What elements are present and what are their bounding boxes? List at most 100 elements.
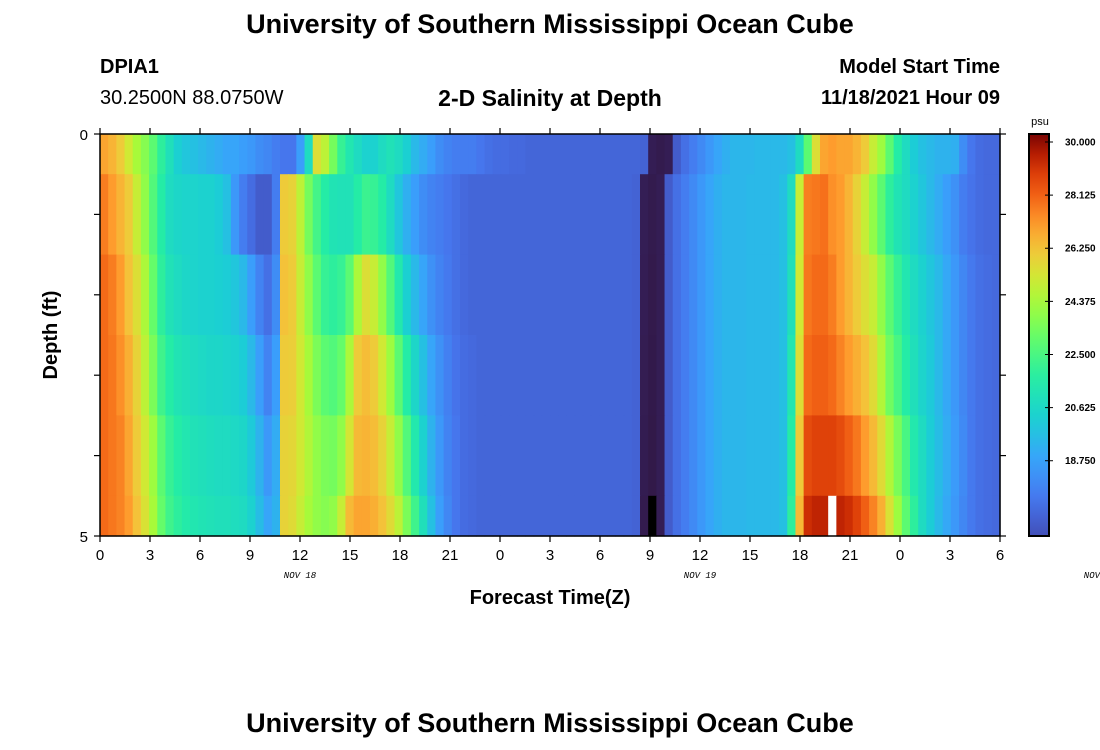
heatmap-cell xyxy=(754,335,764,416)
heatmap-cell xyxy=(779,495,788,537)
heatmap-cell xyxy=(476,495,486,537)
x-tick-label: 12 xyxy=(692,547,709,564)
heatmap-cell xyxy=(950,134,960,175)
heatmap-cell xyxy=(820,495,829,537)
heatmap-cell xyxy=(247,335,257,416)
heatmap-cell xyxy=(263,495,273,537)
heatmap-cell xyxy=(942,495,952,537)
heatmap-cell xyxy=(255,174,265,256)
heatmap-cell xyxy=(550,254,559,336)
heatmap-cell xyxy=(484,495,494,537)
heatmap-cell xyxy=(779,134,788,175)
heatmap-cell xyxy=(329,174,338,256)
heatmap-cell xyxy=(247,134,257,175)
heatmap-cell xyxy=(672,254,682,336)
heatmap-cell xyxy=(378,254,387,336)
heatmap-cell xyxy=(181,335,191,416)
heatmap-cell xyxy=(509,254,518,336)
heatmap-cell xyxy=(738,335,747,416)
heatmap-cell xyxy=(680,495,690,537)
heatmap-cell xyxy=(607,495,617,537)
heatmap-cell xyxy=(239,415,248,497)
heatmap-cell xyxy=(320,254,330,336)
heatmap-cell xyxy=(934,254,944,336)
heatmap-cell xyxy=(795,254,805,336)
heatmap-cell xyxy=(149,254,158,336)
heatmap-cell xyxy=(550,335,559,416)
heatmap-cell xyxy=(214,495,224,537)
heatmap-cell xyxy=(648,495,657,537)
heatmap-cell xyxy=(410,415,420,497)
heatmap-cell xyxy=(345,495,355,537)
heatmap-cell xyxy=(705,335,715,416)
heatmap-cell xyxy=(443,174,453,256)
heatmap-cell xyxy=(427,254,437,336)
heatmap-cell xyxy=(345,335,355,416)
heatmap-cell xyxy=(370,254,379,336)
heatmap-cell xyxy=(574,495,584,537)
heatmap-cell xyxy=(263,335,273,416)
footer-title: University of Southern Mississippi Ocean… xyxy=(246,708,854,738)
heatmap-cell xyxy=(239,335,248,416)
heatmap-cell xyxy=(926,134,936,175)
heatmap-cell xyxy=(198,174,207,256)
heatmap-cell xyxy=(590,134,600,175)
heatmap-cell xyxy=(492,174,502,256)
heatmap-cell xyxy=(353,415,363,497)
heatmap-cell xyxy=(713,495,723,537)
heatmap-cell xyxy=(893,254,903,336)
heatmap-cell xyxy=(828,335,837,416)
heatmap-cell xyxy=(271,495,281,537)
heatmap-cell xyxy=(959,174,968,256)
heatmap-cell xyxy=(517,174,527,256)
heatmap-cell xyxy=(427,495,437,537)
heatmap-cell xyxy=(214,174,224,256)
heatmap-cell xyxy=(312,254,322,336)
x-tick-label: 15 xyxy=(742,547,759,564)
heatmap-cell xyxy=(288,254,297,336)
heatmap-cell xyxy=(181,254,191,336)
heatmap-cell xyxy=(656,254,666,336)
heatmap-cell xyxy=(271,254,281,336)
heatmap-cell xyxy=(402,174,412,256)
y-tick-label: 5 xyxy=(80,529,88,546)
heatmap-cell xyxy=(787,254,797,336)
heatmap-cell xyxy=(910,254,919,336)
x-tick-label: 0 xyxy=(896,547,904,564)
model-start-value: 11/18/2021 Hour 09 xyxy=(820,87,1000,109)
heatmap-cell xyxy=(828,495,837,537)
heatmap-cell xyxy=(181,415,191,497)
heatmap-cell xyxy=(893,335,903,416)
heatmap-cell xyxy=(869,335,878,416)
heatmap-cell xyxy=(566,415,576,497)
heatmap-cell xyxy=(836,134,846,175)
heatmap-cell xyxy=(566,335,576,416)
heatmap-cell xyxy=(631,335,641,416)
heatmap-cell xyxy=(959,495,968,537)
heatmap-cell xyxy=(566,134,576,175)
heatmap-cell xyxy=(206,415,216,497)
heatmap-cell xyxy=(901,415,911,497)
heatmap-cell xyxy=(255,415,265,497)
heatmap-cell xyxy=(165,415,175,497)
heatmap-cell xyxy=(230,415,240,497)
heatmap-cell xyxy=(288,335,297,416)
heatmap-cell xyxy=(852,495,862,537)
heatmap-cell xyxy=(468,335,477,416)
heatmap-cell xyxy=(476,174,486,256)
heatmap-cell xyxy=(541,134,551,175)
heatmap-cell xyxy=(361,415,371,497)
heatmap-cell xyxy=(525,174,535,256)
heatmap-cell xyxy=(640,254,649,336)
heatmap-cell xyxy=(836,335,846,416)
heatmap-cell xyxy=(165,495,175,537)
heatmap-cell xyxy=(108,495,117,537)
heatmap-cell xyxy=(991,495,1001,537)
x-tick-label: 0 xyxy=(496,547,504,564)
heatmap-cell xyxy=(492,495,502,537)
heatmap-cell xyxy=(991,415,1001,497)
heatmap-cell xyxy=(157,134,167,175)
heatmap-cell xyxy=(173,415,183,497)
heatmap-cell xyxy=(885,174,895,256)
heatmap-cell xyxy=(222,335,232,416)
